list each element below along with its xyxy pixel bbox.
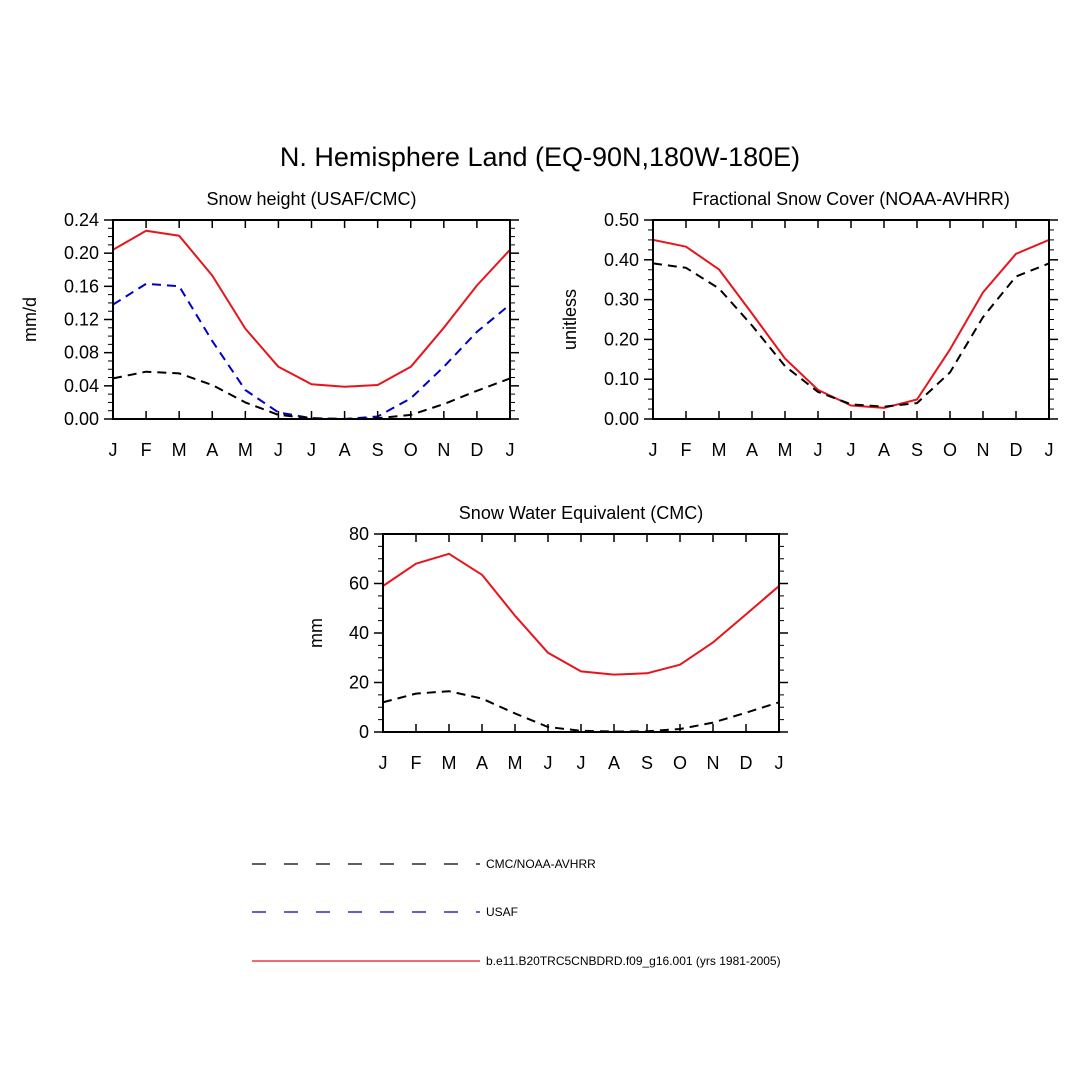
y-tick-label: 0.00 — [64, 409, 99, 429]
x-tick-label: F — [141, 440, 152, 460]
series-line-model — [383, 552, 779, 676]
panel-snow-height: Snow height (USAF/CMC)mm/dJ F M A M J J A S O N D J0… — [20, 189, 519, 460]
y-tick-label: 0.50 — [604, 210, 639, 230]
x-tick-label: O — [673, 753, 687, 773]
x-tick-label: S — [372, 440, 384, 460]
x-tick-label: M — [508, 753, 523, 773]
y-tick-label: 80 — [349, 524, 369, 544]
plot-frame — [652, 219, 1050, 420]
x-tick-label: M — [778, 440, 793, 460]
y-tick-label: 0.16 — [64, 276, 99, 296]
x-tick-label: J — [506, 440, 515, 460]
x-tick-label: J — [577, 753, 586, 773]
y-tick-label: 0.24 — [64, 210, 99, 230]
x-tick-label: J — [775, 753, 784, 773]
x-tick-label: S — [911, 440, 923, 460]
x-tick-label: O — [404, 440, 418, 460]
x-tick-label: J — [274, 440, 283, 460]
y-tick-label: 0.40 — [604, 250, 639, 270]
series-line-obs — [383, 690, 779, 733]
x-tick-label: J — [649, 440, 658, 460]
panel-fractional-snow-cover: Fractional Snow Cover (NOAA-AVHRR) unitle… — [560, 189, 1058, 460]
panel-title: Snow height (USAF/CMC) — [206, 189, 416, 209]
x-tick-label: D — [1010, 440, 1023, 460]
x-tick-label: N — [437, 440, 450, 460]
x-tick-label: D — [470, 440, 483, 460]
y-axis-label: mm/d — [20, 297, 40, 342]
y-tick-label: 0.04 — [64, 376, 99, 396]
legend: CMC/NOAA-AVHRR USAF b.e11.B20TRC5CNBDRD.… — [252, 857, 781, 968]
x-tick-label: M — [172, 440, 187, 460]
legend-label-obs: CMC/NOAA-AVHRR — [486, 857, 596, 871]
x-tick-label: D — [740, 753, 753, 773]
figure-title: N. Hemisphere Land (EQ-90N,180W-180E) — [280, 142, 800, 172]
y-tick-label: 0.20 — [604, 329, 639, 349]
panel-title: Fractional Snow Cover (NOAA-AVHRR) — [692, 189, 1010, 209]
series-line-obs — [113, 370, 510, 420]
x-tick-label: J — [109, 440, 118, 460]
y-tick-label: 0.20 — [64, 243, 99, 263]
y-tick-label: 20 — [349, 673, 369, 693]
x-tick-label: J — [1045, 440, 1054, 460]
x-tick-label: J — [307, 440, 316, 460]
legend-label-model: b.e11.B20TRC5CNBDRD.f09_g16.001 (yrs 198… — [486, 954, 781, 968]
series-line-obs — [653, 262, 1049, 408]
y-tick-label: 0 — [359, 722, 369, 742]
panel-title: Snow Water Equivalent (CMC) — [459, 503, 703, 523]
x-tick-label: A — [476, 753, 488, 773]
y-tick-label: 60 — [349, 574, 369, 594]
x-tick-label: A — [608, 753, 620, 773]
x-tick-label: M — [238, 440, 253, 460]
x-tick-label: J — [544, 753, 553, 773]
y-tick-label: 0.12 — [64, 310, 99, 330]
y-tick-label: 0.00 — [604, 409, 639, 429]
x-tick-label: A — [206, 440, 218, 460]
y-tick-label: 0.30 — [604, 290, 639, 310]
x-tick-label: J — [847, 440, 856, 460]
y-tick-label: 0.10 — [604, 369, 639, 389]
x-tick-label: J — [814, 440, 823, 460]
series-line-usaf — [113, 282, 510, 420]
x-tick-label: M — [442, 753, 457, 773]
series-line-model — [113, 229, 510, 388]
panel-snow-water-equivalent: Snow Water Equivalent (CMC)mmJ F M A M J J A S O N… — [306, 503, 788, 773]
plot-frame — [382, 533, 780, 733]
x-tick-label: A — [878, 440, 890, 460]
series-line-model — [653, 238, 1049, 409]
x-tick-label: A — [746, 440, 758, 460]
x-tick-label: J — [379, 753, 388, 773]
x-tick-label: A — [339, 440, 351, 460]
y-tick-label: 40 — [349, 623, 369, 643]
y-tick-label: 0.08 — [64, 343, 99, 363]
y-axis-label: unitless — [560, 289, 580, 350]
x-tick-label: M — [712, 440, 727, 460]
y-axis-label: mm — [306, 618, 326, 648]
x-tick-label: N — [707, 753, 720, 773]
legend-label-usaf: USAF — [486, 905, 518, 919]
x-tick-label: S — [641, 753, 653, 773]
x-tick-label: N — [977, 440, 990, 460]
x-tick-label: F — [411, 753, 422, 773]
x-tick-label: O — [943, 440, 957, 460]
x-tick-label: F — [681, 440, 692, 460]
